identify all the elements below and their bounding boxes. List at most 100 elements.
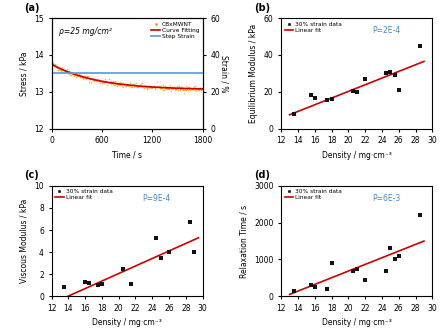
Point — [92, 77, 99, 82]
Point — [61, 68, 69, 73]
Point — [159, 82, 166, 87]
Point — [107, 82, 114, 87]
Point — [159, 87, 167, 93]
Point — [79, 76, 86, 81]
Point — [119, 266, 126, 271]
Point — [311, 96, 319, 101]
Point — [151, 83, 158, 88]
Point — [169, 84, 176, 90]
Text: P=6E-3: P=6E-3 — [372, 194, 400, 203]
Point — [197, 87, 204, 92]
Point — [79, 74, 86, 79]
Point — [107, 80, 114, 85]
Point — [362, 76, 369, 81]
Text: ρ=25 mg/cm²: ρ=25 mg/cm² — [59, 27, 112, 36]
Point — [94, 283, 101, 288]
X-axis label: Density / mg·cm⁻³: Density / mg·cm⁻³ — [92, 318, 162, 327]
Point — [196, 85, 203, 90]
Point — [71, 72, 78, 78]
Point — [383, 71, 390, 76]
Point — [131, 82, 138, 87]
Point — [56, 67, 63, 72]
Point — [147, 85, 154, 91]
Point — [69, 71, 76, 76]
Point — [155, 83, 162, 89]
Point — [85, 79, 92, 84]
Point — [139, 85, 146, 90]
Point — [198, 85, 205, 90]
Point — [103, 82, 111, 87]
Point — [194, 86, 201, 91]
Point — [95, 78, 103, 84]
Point — [387, 246, 394, 251]
Point — [57, 67, 64, 72]
Point — [143, 85, 150, 90]
Point — [94, 76, 101, 82]
Point — [96, 78, 103, 83]
Point — [163, 86, 170, 92]
Point — [98, 79, 105, 84]
Point — [132, 82, 139, 87]
Point — [181, 86, 189, 91]
Point — [99, 79, 107, 85]
Point — [168, 85, 175, 90]
Point — [102, 79, 109, 84]
Point — [114, 81, 121, 86]
Point — [59, 67, 66, 72]
Point — [77, 73, 84, 78]
Point — [141, 84, 148, 89]
Point — [56, 66, 64, 71]
Point — [51, 61, 58, 67]
Point — [143, 86, 151, 91]
Point — [156, 85, 163, 90]
Point — [73, 74, 80, 80]
Point — [185, 84, 192, 89]
Point — [157, 86, 164, 91]
Point — [177, 88, 184, 93]
Point — [127, 82, 134, 87]
Point — [153, 84, 160, 89]
Point — [391, 257, 398, 262]
Point — [128, 84, 135, 90]
Text: (a): (a) — [24, 3, 40, 13]
Point — [91, 78, 98, 83]
Y-axis label: Equilibrium Modulus / kPa: Equilibrium Modulus / kPa — [249, 24, 258, 123]
Point — [130, 84, 138, 89]
Point — [111, 80, 118, 85]
Point — [349, 88, 356, 93]
Point — [155, 84, 163, 89]
Point — [169, 86, 177, 92]
Point — [70, 71, 77, 77]
Point — [60, 285, 68, 290]
Point — [64, 67, 71, 72]
Point — [175, 83, 182, 88]
Point — [145, 84, 152, 89]
Point — [395, 87, 402, 93]
Point — [154, 80, 161, 85]
Point — [177, 84, 185, 89]
Point — [130, 81, 137, 87]
Point — [99, 79, 106, 85]
Point — [129, 84, 136, 89]
Point — [148, 84, 155, 90]
Point — [116, 82, 123, 88]
Point — [85, 74, 92, 79]
Text: P=9E-4: P=9E-4 — [142, 194, 170, 203]
Point — [104, 80, 111, 85]
Point — [137, 83, 144, 89]
Legend: 30% strain data, Linear fit: 30% strain data, Linear fit — [53, 188, 114, 202]
Point — [142, 83, 149, 89]
Point — [192, 89, 199, 94]
Point — [98, 281, 105, 287]
Point — [94, 77, 101, 83]
Point — [113, 82, 121, 87]
Point — [116, 79, 123, 85]
Point — [307, 283, 314, 288]
Point — [52, 63, 59, 68]
Point — [76, 74, 83, 80]
Y-axis label: Viscous Modulus / kPa: Viscous Modulus / kPa — [20, 199, 29, 283]
Point — [185, 84, 193, 90]
Point — [118, 83, 125, 88]
Point — [119, 81, 126, 87]
Point — [98, 78, 105, 84]
